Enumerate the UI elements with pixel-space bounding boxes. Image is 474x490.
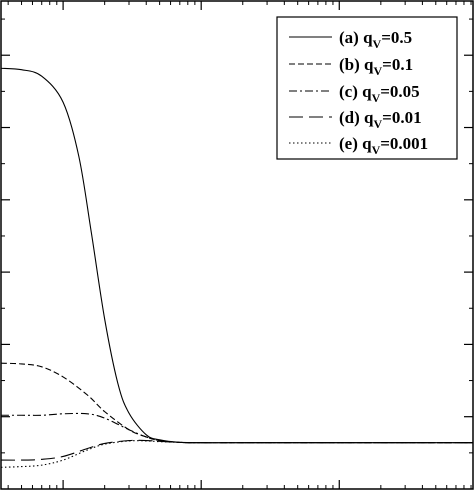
legend-item-d: (d) qV=0.01 [289, 108, 422, 131]
legend-item-a: (a) qV=0.5 [289, 28, 412, 51]
legend-label: (d) qV=0.01 [339, 108, 422, 131]
legend-label: (c) qV=0.05 [339, 82, 420, 105]
legend-box [276, 16, 458, 160]
legend-item-e: (e) qV=0.001 [289, 134, 428, 157]
series-line-b [0, 362, 473, 444]
legend-label: (b) qV=0.1 [339, 55, 413, 78]
legend-item-c: (c) qV=0.05 [289, 82, 420, 105]
series-line-d [0, 439, 473, 461]
legend-label: (a) qV=0.5 [339, 28, 412, 51]
legend: (a) qV=0.5 (b) qV=0.1 (c) qV=0.05 (d) qV=0.… [276, 16, 458, 160]
legend-item-b: (b) qV=0.1 [289, 55, 413, 78]
legend-label: (e) qV=0.001 [339, 134, 428, 157]
series-line-c [1, 412, 473, 444]
series-layer [0, 67, 473, 468]
